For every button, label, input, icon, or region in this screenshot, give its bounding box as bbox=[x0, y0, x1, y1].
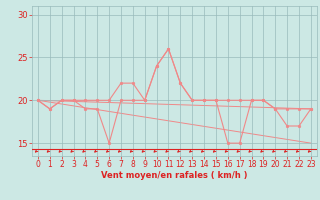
X-axis label: Vent moyen/en rafales ( km/h ): Vent moyen/en rafales ( km/h ) bbox=[101, 171, 248, 180]
